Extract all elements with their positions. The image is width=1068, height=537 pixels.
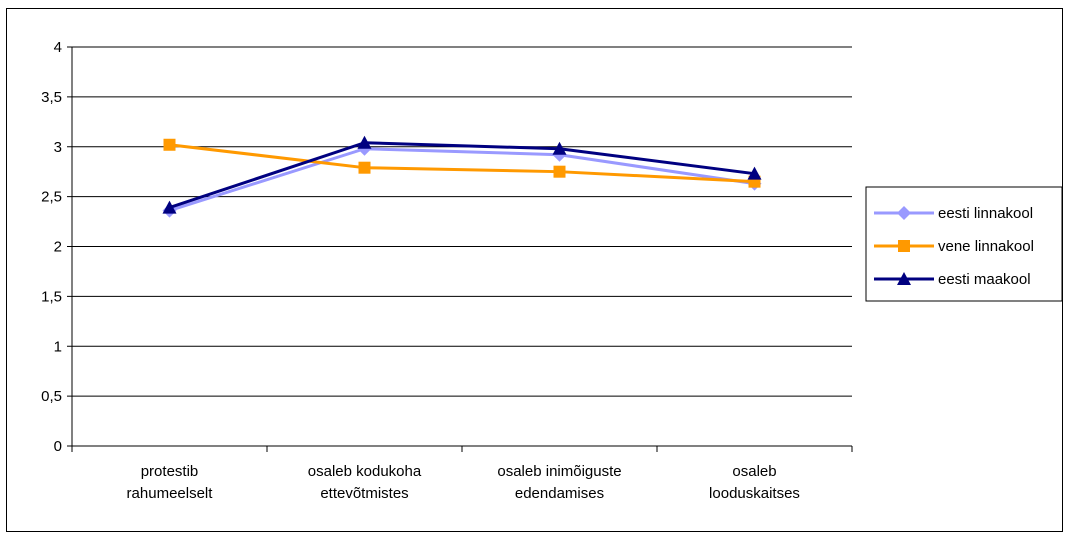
- y-tick-label: 2: [54, 239, 62, 256]
- x-tick-label: osaleb inimõiguste edendamises: [497, 463, 621, 502]
- legend-label: vene linnakool: [938, 238, 1034, 255]
- axes: 0 0,5 1 1,5 2 2,5 3 3,5 4 protestib rahumeelselt os…: [41, 39, 853, 502]
- y-tick-label: 3,5: [41, 89, 62, 106]
- legend-label: eesti linnakool: [938, 205, 1033, 222]
- series-3: [162, 135, 762, 214]
- legend-marker: [898, 240, 910, 252]
- series-2: [163, 138, 761, 188]
- y-tick-label: 3: [54, 139, 62, 156]
- y-tick-label: 4: [54, 39, 62, 56]
- x-tick-label: protestib rahumeelselt: [127, 463, 214, 502]
- series-line: [169, 143, 755, 184]
- data-point: [357, 135, 372, 149]
- data-point: [747, 166, 762, 180]
- legend-marker: [897, 272, 911, 285]
- x-tick-label: osaleb looduskaitses: [709, 463, 800, 502]
- legend-marker: [897, 206, 911, 220]
- series-line: [169, 141, 755, 210]
- legend-label: eesti maakool: [938, 271, 1031, 288]
- legend: eesti linnakool vene linnakool eesti maako…: [865, 186, 1063, 302]
- y-tick-label: 1,5: [41, 288, 62, 305]
- data-point: [553, 165, 566, 178]
- data-point: [163, 138, 176, 151]
- y-tick-label: 0,5: [41, 388, 62, 405]
- y-tick-label: 2,5: [41, 189, 62, 206]
- series-line: [169, 147, 755, 213]
- y-tick-label: 1: [54, 338, 62, 355]
- data-point: [552, 141, 567, 155]
- x-tick-label: osaleb kodukoha ettevõtmistes: [308, 463, 422, 502]
- data-point: [162, 200, 177, 214]
- series-lines: [162, 135, 762, 218]
- data-point: [358, 161, 371, 174]
- y-tick-label: 0: [54, 438, 62, 455]
- gridlines: [72, 46, 852, 447]
